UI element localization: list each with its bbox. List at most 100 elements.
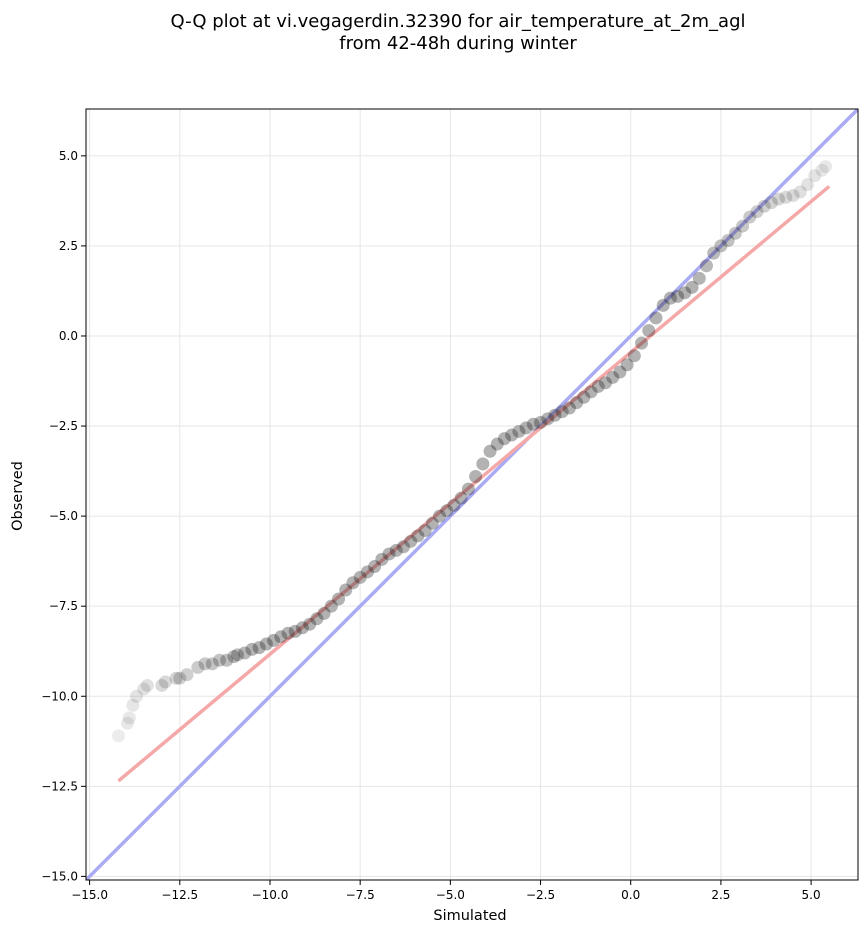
data-point	[635, 336, 649, 350]
data-point	[642, 324, 656, 338]
data-point	[819, 160, 833, 174]
data-point	[447, 498, 461, 512]
data-point	[140, 678, 154, 692]
data-point	[433, 509, 447, 523]
data-point	[238, 646, 252, 660]
data-point	[764, 196, 778, 210]
data-point	[461, 482, 475, 496]
data-point	[324, 599, 338, 613]
data-point	[562, 401, 576, 415]
data-point	[490, 437, 504, 451]
data-point	[728, 226, 742, 240]
data-point	[786, 188, 800, 202]
x-tick-label: −5.0	[436, 888, 465, 902]
data-point	[158, 675, 172, 689]
plot-frame	[85, 108, 859, 881]
data-point	[584, 385, 598, 399]
data-point	[656, 298, 670, 312]
y-tick-label: −10.0	[41, 689, 78, 703]
y-tick-label: −7.5	[49, 599, 78, 613]
data-points	[111, 160, 833, 743]
data-point	[469, 469, 483, 483]
data-point	[411, 529, 425, 543]
x-tick-label: 2.5	[711, 888, 730, 902]
y-tick-label: −2.5	[49, 419, 78, 433]
data-point	[699, 259, 713, 273]
data-point	[346, 576, 360, 590]
data-point	[649, 311, 663, 325]
data-point	[591, 379, 605, 393]
data-point	[721, 234, 735, 248]
grid	[86, 109, 858, 880]
data-point	[671, 289, 685, 303]
data-point	[212, 653, 226, 667]
data-point	[130, 689, 144, 703]
y-tick-label: 0.0	[59, 329, 78, 343]
data-point	[454, 491, 468, 505]
data-point	[180, 668, 194, 682]
data-point	[779, 190, 793, 204]
y-tick-label: 2.5	[59, 239, 78, 253]
data-point	[678, 286, 692, 300]
data-point	[122, 711, 136, 725]
x-tick-label: −15.0	[71, 888, 108, 902]
chart-title-line1: Q-Q plot at vi.vegagerdin.32390 for air_…	[171, 11, 746, 32]
data-point	[620, 358, 634, 372]
data-point	[317, 606, 331, 620]
data-point	[541, 412, 555, 426]
data-point	[772, 192, 786, 206]
x-tick-label: −7.5	[346, 888, 375, 902]
data-point	[404, 534, 418, 548]
data-point	[339, 583, 353, 597]
data-point	[310, 612, 324, 626]
fit-line	[117, 185, 831, 783]
data-point	[274, 630, 288, 644]
data-point	[173, 671, 187, 685]
data-point	[332, 592, 346, 606]
data-point	[303, 617, 317, 631]
reference-lines	[86, 109, 858, 880]
data-point	[497, 432, 511, 446]
y-tick-label: 5.0	[59, 149, 78, 163]
x-tick-label: 5.0	[802, 888, 821, 902]
data-point	[252, 641, 266, 655]
data-point	[714, 239, 728, 253]
chart-title-line2: from 42-48h during winter	[339, 33, 577, 54]
data-point	[577, 390, 591, 404]
x-tick-label: −12.5	[161, 888, 198, 902]
data-point	[743, 210, 757, 224]
data-point	[425, 516, 439, 530]
data-point	[281, 626, 295, 640]
y-axis-label: Observed	[10, 461, 26, 531]
data-point	[808, 169, 822, 183]
data-point	[382, 547, 396, 561]
data-point	[368, 560, 382, 574]
data-point	[736, 219, 750, 233]
data-point	[627, 349, 641, 363]
data-point	[231, 648, 245, 662]
x-tick-label: 0.0	[621, 888, 640, 902]
data-point	[598, 376, 612, 390]
data-point	[267, 633, 281, 647]
x-tick-label: −10.0	[252, 888, 289, 902]
x-ticks: −15.0 −12.5 −10.0 −7.5 −5.0 −2.5 0.0 2.5 5.0	[71, 880, 821, 902]
data-point	[418, 524, 432, 538]
data-point	[793, 185, 807, 199]
identity-line	[86, 109, 858, 880]
data-point	[360, 565, 374, 579]
y-ticks: −15.0 −12.5 −10.0 −7.5 −5.0 −2.5 0.0 2.5 5.0	[41, 149, 86, 883]
data-point	[375, 552, 389, 566]
data-point	[440, 504, 454, 518]
data-point	[512, 424, 526, 438]
data-point	[259, 637, 273, 651]
data-point	[555, 405, 569, 419]
data-point	[205, 657, 219, 671]
y-tick-label: −12.5	[41, 779, 78, 793]
data-point	[570, 396, 584, 410]
data-point	[692, 271, 706, 285]
data-point	[519, 421, 533, 435]
x-tick-label: −2.5	[526, 888, 555, 902]
data-point	[534, 415, 548, 429]
data-point	[353, 570, 367, 584]
